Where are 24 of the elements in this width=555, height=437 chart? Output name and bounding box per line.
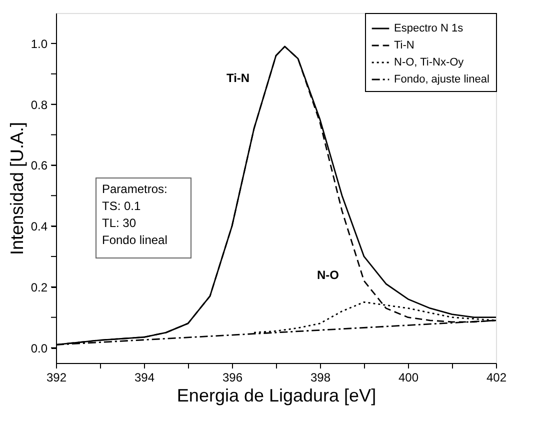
x-tick-label: 392 (46, 370, 67, 384)
legend-label: Ti-N (394, 40, 414, 52)
y-tick-label: 0.0 (30, 341, 48, 356)
annotation: Ti-N (226, 71, 250, 85)
legend-label: N-O, Ti-Nx-Oy (394, 56, 464, 68)
y-axis-title: Intensidad [U.A.] (6, 122, 27, 256)
y-tick-label: 1.0 (30, 36, 48, 51)
annotation: TS: 0.1 (102, 199, 142, 213)
annotation: TL: 30 (102, 216, 136, 230)
annotation: N-O (317, 268, 339, 282)
legend-label: Espectro N 1s (394, 22, 464, 34)
y-tick-label: 0.6 (30, 158, 48, 173)
legend-label: Fondo, ajuste lineal (394, 74, 490, 86)
annotation: Parametros: (102, 182, 168, 196)
y-tick-label: 0.4 (30, 220, 48, 234)
x-tick-label: 396 (222, 370, 243, 384)
x-axis-title: Energia de Ligadura [eV] (176, 386, 376, 406)
y-tick-label: 0.8 (30, 98, 48, 112)
annotation: Fondo lineal (102, 233, 168, 247)
x-tick-label: 402 (486, 370, 507, 384)
x-tick-label: 400 (398, 370, 419, 384)
x-tick-label: 398 (310, 370, 331, 384)
x-tick-label: 394 (134, 370, 155, 384)
y-tick-label: 0.2 (30, 280, 48, 294)
